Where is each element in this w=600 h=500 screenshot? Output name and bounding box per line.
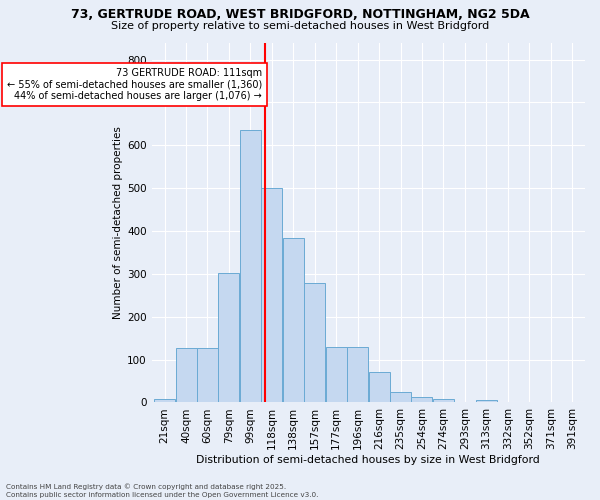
Bar (433, 399, 454, 402)
Bar (176, 348, 197, 403)
Y-axis label: Number of semi-detached properties: Number of semi-detached properties (113, 126, 123, 319)
Bar (240, 130, 261, 402)
Bar (197, 348, 218, 403)
Bar (347, 347, 368, 403)
Bar (390, 392, 411, 402)
Bar (326, 347, 347, 403)
Text: Contains HM Land Registry data © Crown copyright and database right 2025.
Contai: Contains HM Land Registry data © Crown c… (6, 484, 319, 498)
Bar (368, 372, 389, 402)
Bar (154, 399, 175, 402)
Bar (476, 400, 497, 402)
Text: Size of property relative to semi-detached houses in West Bridgford: Size of property relative to semi-detach… (111, 21, 489, 31)
Bar (304, 284, 325, 403)
Bar (283, 238, 304, 402)
Bar (218, 273, 239, 402)
Bar (262, 188, 283, 402)
Text: 73, GERTRUDE ROAD, WEST BRIDGFORD, NOTTINGHAM, NG2 5DA: 73, GERTRUDE ROAD, WEST BRIDGFORD, NOTTI… (71, 8, 529, 20)
Bar (412, 398, 433, 402)
Text: 73 GERTRUDE ROAD: 111sqm
← 55% of semi-detached houses are smaller (1,360)
44% o: 73 GERTRUDE ROAD: 111sqm ← 55% of semi-d… (7, 68, 262, 102)
X-axis label: Distribution of semi-detached houses by size in West Bridgford: Distribution of semi-detached houses by … (196, 455, 540, 465)
